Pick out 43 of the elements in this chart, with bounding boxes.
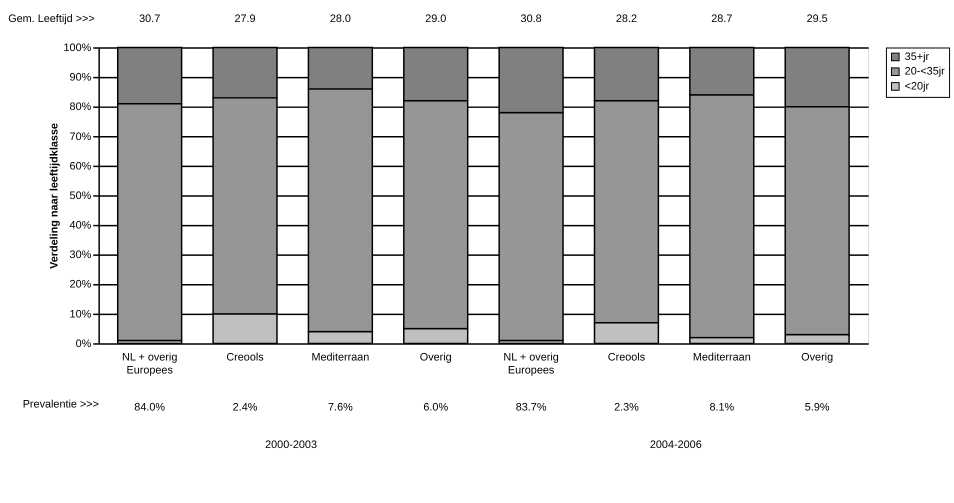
text: 84.0% (134, 402, 166, 414)
y-tick-label: 90% (70, 72, 92, 84)
y-tick-label: 30% (70, 249, 92, 262)
text: 27.9 (234, 12, 256, 25)
text: 8.1% (709, 402, 735, 414)
y-tick-label: 100% (64, 42, 92, 54)
x-tick-label: Creools (226, 352, 264, 364)
text: 6.0% (423, 402, 448, 414)
text: 2.4% (232, 402, 258, 414)
text: 2000-2003 (265, 439, 317, 452)
text: 28.7 (711, 12, 732, 25)
x-tick-label: Mediterraan (311, 352, 370, 364)
text: 29.0 (425, 12, 446, 25)
text: 5.9% (804, 402, 830, 414)
x-tick-label: NL + overig Europees (503, 352, 559, 377)
y-tick-label: 10% (70, 308, 92, 320)
y-tick-label: 50% (70, 190, 92, 202)
y-tick-label: 70% (70, 130, 92, 143)
text: 2.3% (614, 402, 640, 414)
text: 7.6% (328, 402, 354, 414)
text: 28.2 (616, 12, 637, 25)
legend-label: <20jr (904, 80, 930, 92)
text: 30.7 (139, 12, 160, 25)
text: 2004-2006 (650, 439, 702, 452)
y-tick-label: 80% (70, 101, 92, 114)
text: Gem. Leeftijd >>> (8, 12, 95, 25)
text: 28.0 (330, 12, 351, 25)
x-tick-label: Overig (801, 352, 834, 364)
x-tick-label: Creools (608, 352, 646, 364)
text: Prevalentie >>> (22, 398, 99, 411)
x-tick-label: Overig (420, 352, 452, 364)
y-tick-label: 60% (70, 160, 92, 172)
text: 29.5 (806, 12, 828, 25)
legend-label: 20-<35jr (904, 66, 946, 78)
text: 83.7% (516, 402, 547, 414)
y-axis-title: Verdeling naar leeftijdklasse (48, 123, 61, 269)
text: 30.8 (520, 12, 542, 25)
y-tick-label: 0% (76, 338, 92, 350)
y-tick-label: 40% (70, 220, 92, 232)
legend-label: 35+jr (904, 50, 930, 63)
y-tick-label: 20% (70, 278, 92, 291)
x-tick-label: Mediterraan (692, 352, 751, 364)
x-tick-label: NL + overig Europees (122, 352, 178, 377)
